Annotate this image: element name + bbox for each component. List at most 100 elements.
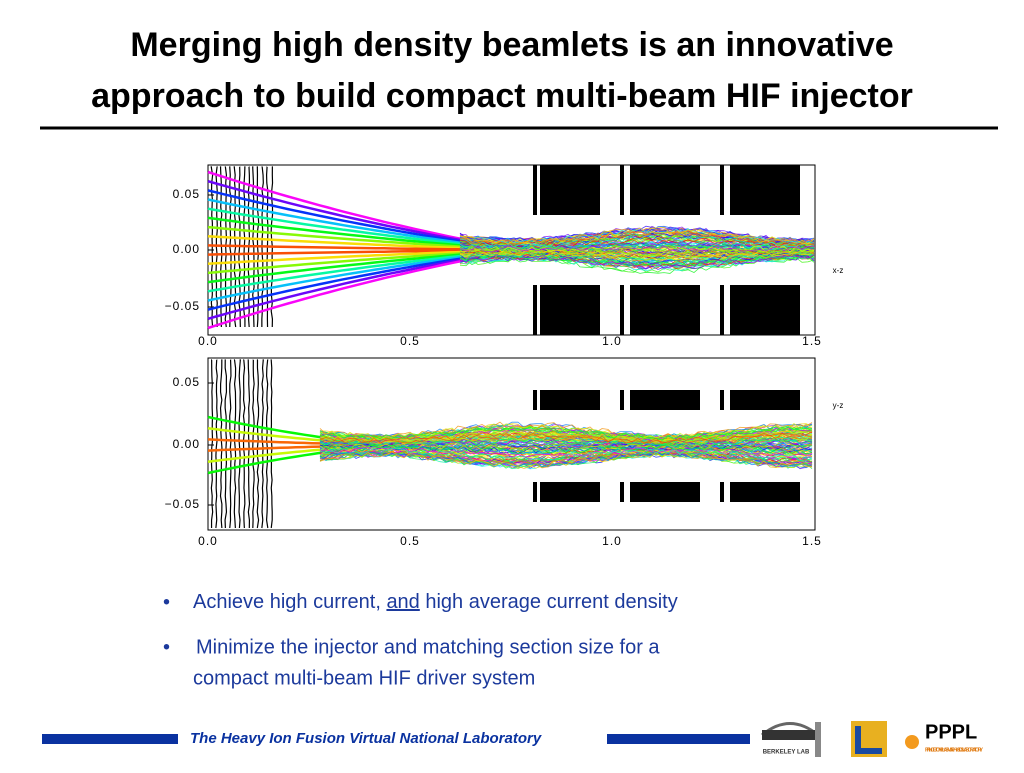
y-tick-label: 0.00 (173, 242, 200, 256)
beam-particles (319, 431, 813, 444)
electrode (630, 390, 700, 410)
footer-bar (42, 734, 178, 744)
llnl-logo (851, 721, 887, 757)
svg-text:BERKELEY LAB: BERKELEY LAB (763, 750, 810, 756)
wire (238, 359, 241, 529)
bullet-text: Achieve high current, and high average c… (193, 591, 678, 613)
wire (256, 359, 260, 529)
x-tick-label: 0.0 (198, 334, 218, 348)
electrode (533, 482, 537, 502)
y-tick-label: 0.05 (173, 187, 200, 201)
x-tick-label: 1.5 (802, 334, 822, 348)
electrode (620, 165, 624, 215)
wire (247, 359, 251, 529)
svg-text:PRINCETON PLASMA PHYSICS LABOR: PRINCETON PLASMA PHYSICS LABORATORY (925, 747, 983, 753)
beam-particles (319, 451, 812, 468)
electrode (620, 390, 624, 410)
electrode (730, 165, 800, 215)
beam-particles (319, 426, 813, 441)
wire (224, 359, 228, 529)
x-tick-label: 0.0 (198, 534, 218, 548)
wire (233, 359, 237, 529)
y-tick-label: 0.05 (173, 375, 200, 389)
beam-particles (319, 449, 813, 465)
wire (219, 166, 223, 328)
bullet-text: compact multi-beam HIF driver system (193, 667, 535, 689)
beam-particles (459, 226, 815, 245)
electrode (720, 165, 724, 215)
wire (242, 359, 246, 529)
plot-frame (207, 357, 816, 531)
electrode (720, 390, 724, 410)
footer-bar (607, 734, 750, 744)
beam-particles (459, 249, 815, 259)
beam-particles (459, 245, 815, 253)
electrode (533, 285, 537, 335)
beam-particles (459, 230, 815, 245)
wire (270, 166, 274, 328)
bullet-mark: • (163, 591, 170, 613)
title-line: approach to build compact multi-beam HIF… (91, 77, 913, 115)
wire (215, 166, 218, 328)
wire (265, 359, 269, 529)
beam-particles (459, 251, 815, 263)
beam-particles (319, 426, 813, 441)
electrode (540, 285, 600, 335)
berkeley-logo: BERKELEY LAB (761, 722, 821, 757)
wire (261, 359, 264, 529)
beam-particles (459, 245, 815, 253)
electrode (720, 285, 724, 335)
bullet-text: Minimize the injector and matching secti… (196, 636, 660, 658)
wire (243, 166, 246, 328)
electrode (533, 165, 537, 215)
electrode (730, 390, 800, 410)
electrode (540, 482, 600, 502)
plots: 0.05 0.00 −0.05 0.0 0.5 1.0 1.5 x-z 0.05 0.00 −0.0… (165, 164, 844, 548)
wire (219, 359, 223, 529)
bullet-mark: • (163, 636, 170, 658)
x-tick-label: 1.0 (602, 334, 622, 348)
pppl-logo: PPPL PRINCETON PLASMA PHYSICS LABORATORY (905, 721, 983, 753)
beam-particles (459, 245, 815, 253)
wire (265, 166, 269, 328)
electrode (630, 165, 700, 215)
y-tick-label: 0.00 (173, 437, 200, 451)
x-tick-label: 0.5 (400, 534, 420, 548)
beam-particles (459, 235, 815, 248)
electrode (730, 482, 800, 502)
electrode (630, 482, 700, 502)
y-tick-label: −0.05 (165, 299, 200, 313)
wire (261, 166, 264, 328)
beam-particles (459, 251, 815, 265)
beam-particles (319, 421, 813, 439)
svg-text:PPPL: PPPL (925, 721, 977, 743)
beam-particles (459, 232, 815, 247)
x-tick-label: 1.5 (802, 534, 822, 548)
electrode (540, 390, 600, 410)
beam-particles (459, 251, 815, 261)
beam-particles (459, 249, 815, 260)
wire (270, 359, 273, 529)
beam-particles (319, 451, 813, 469)
beam-particles (319, 422, 813, 440)
wire (229, 359, 232, 529)
beam-particles (319, 445, 813, 455)
beam-particles (459, 248, 815, 257)
wire (238, 166, 241, 328)
electrode (620, 285, 624, 335)
electrode (533, 390, 537, 410)
plot-label: x-z (833, 266, 844, 275)
x-tick-label: 0.5 (400, 334, 420, 348)
beam-particles (459, 230, 815, 246)
title-line: Merging high density beamlets is an inno… (130, 26, 893, 64)
footer-text: The Heavy Ion Fusion Virtual National La… (190, 730, 542, 747)
beam-particles (459, 254, 815, 269)
electrode (630, 285, 700, 335)
wire (215, 359, 218, 529)
wire (252, 359, 255, 529)
wire (210, 359, 214, 529)
y-tick-label: −0.05 (165, 497, 200, 511)
beam-particles (319, 437, 813, 447)
